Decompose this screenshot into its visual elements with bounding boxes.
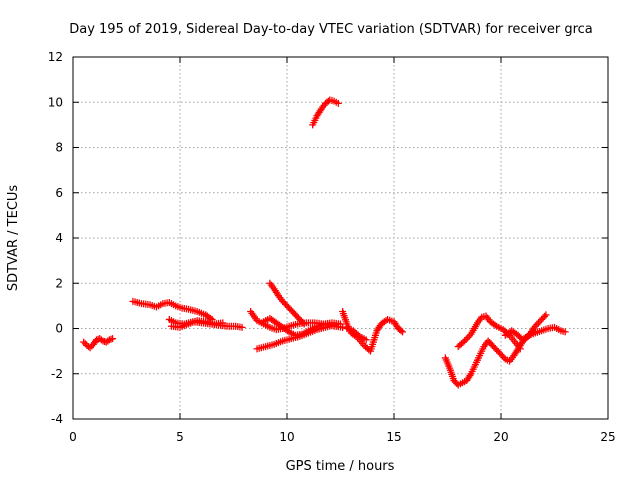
series-arc [129,297,216,323]
data-point [542,311,550,319]
series-arc [259,314,347,339]
y-tick-label: 6 [55,186,63,200]
y-axis-label: SDTVAR / TECUs [6,185,21,292]
y-tick-label: 0 [55,322,63,336]
series-arc [339,308,407,355]
series-arc [266,279,308,328]
x-tick-label: 10 [279,430,294,444]
data-point [354,331,362,339]
data-point [534,319,542,327]
axis-ticks: 0 5 10 15 20 25 -4 -2 0 2 4 6 8 10 12 [48,50,616,444]
x-axis-label: GPS time / hours [286,459,395,474]
series-arc [309,96,342,129]
y-tick-label: 8 [55,141,63,155]
x-tick-label: 15 [386,430,401,444]
data-point [561,328,569,336]
y-tick-label: 2 [55,276,63,290]
chart-title: Day 195 of 2019, Sidereal Day-to-day VTE… [69,22,593,37]
y-tick-label: 12 [48,50,63,64]
x-tick-label: 25 [600,430,615,444]
data-point [399,328,407,336]
data-point [362,336,370,344]
data-point [300,320,308,328]
series-arc [525,323,569,339]
series-arc [167,317,227,331]
x-tick-label: 5 [176,430,184,444]
data-point [516,345,524,353]
data-point [459,338,467,346]
data-point [500,354,508,362]
y-tick-label: 10 [48,95,63,109]
series-arc [343,325,370,344]
y-tick-label: -4 [51,412,63,426]
series-arc [454,312,524,353]
data-point [397,327,405,335]
data-point [238,323,246,331]
data-point [284,327,292,335]
data-point [464,334,472,342]
x-tick-label: 20 [493,430,508,444]
grid [73,57,608,419]
data-point [334,99,342,107]
data-point [219,319,227,327]
data-point [339,323,347,331]
y-tick-label: -2 [51,367,63,381]
x-tick-label: 0 [69,430,77,444]
data-point [299,318,307,326]
data-point [541,312,549,320]
data-point [109,335,117,343]
data-point [491,321,499,329]
series-arc [80,335,117,352]
data-points [80,96,569,389]
data-point [80,338,88,346]
data-point [462,335,470,343]
y-tick-label: 4 [55,231,63,245]
